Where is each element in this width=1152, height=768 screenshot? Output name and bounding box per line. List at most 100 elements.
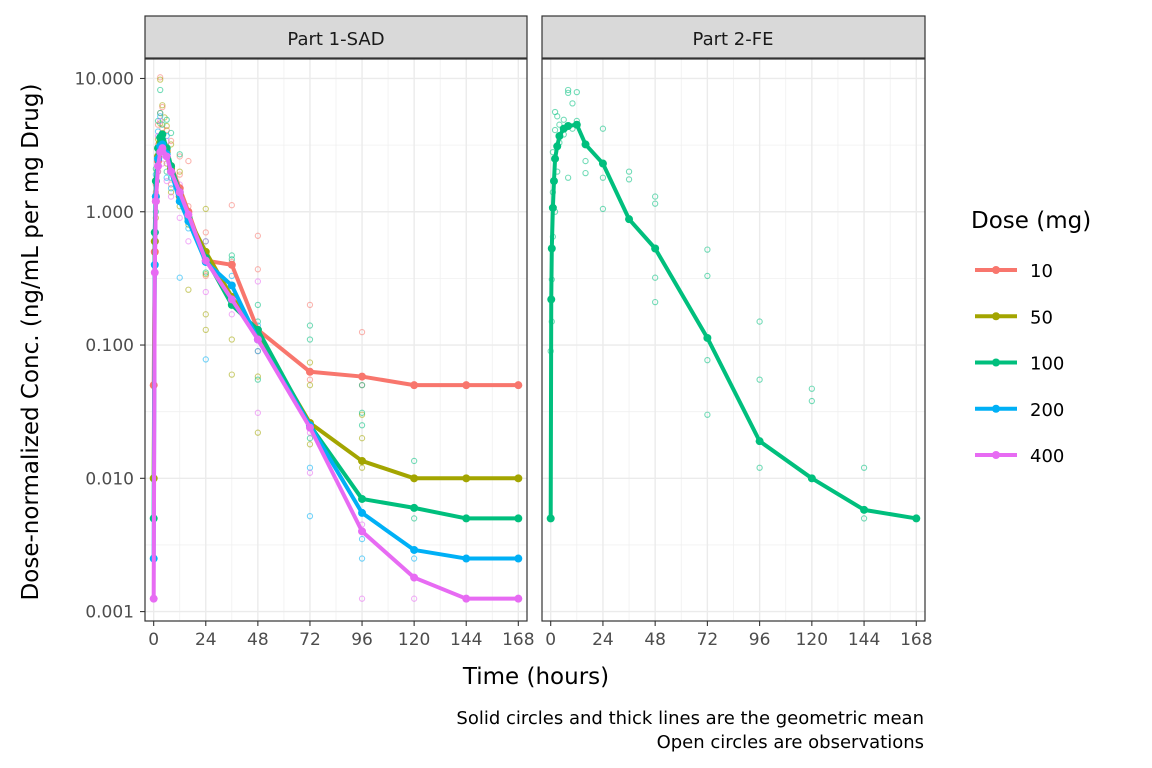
strip-background	[144, 15, 528, 59]
observation-point	[254, 429, 262, 436]
observation-point	[410, 457, 418, 465]
observation-point	[358, 435, 366, 442]
observation-point	[564, 89, 572, 97]
mean-point	[358, 508, 367, 517]
observation-point	[573, 88, 580, 96]
x-tick-label: 144	[848, 630, 880, 650]
mean-point	[462, 381, 471, 390]
y-tick-label: 0.010	[85, 469, 134, 489]
legend: Dose (mg) 10 50 100 200 400	[971, 208, 1091, 467]
observation-point	[176, 168, 183, 175]
observation-point	[228, 371, 235, 378]
x-tick-label: 120	[398, 630, 430, 650]
mean-point	[755, 437, 764, 446]
mean-point	[167, 167, 176, 176]
panel-part-2-fe: Part 2-FE 0 24 48 72 96 120 144 168	[541, 15, 933, 650]
observation-point	[202, 288, 209, 296]
observation-point	[228, 336, 235, 343]
observation-point	[306, 441, 314, 448]
mean-point	[462, 554, 471, 563]
x-tick-label: 168	[900, 630, 932, 650]
observation-point	[556, 121, 563, 128]
observation-point	[254, 301, 262, 309]
legend-label: 10	[1030, 261, 1053, 282]
mean-point	[154, 162, 163, 171]
observation-point	[652, 200, 659, 207]
x-tick-label: 72	[299, 630, 321, 650]
mean-point	[410, 503, 419, 512]
observation-point	[254, 232, 262, 239]
observation-point	[704, 357, 711, 364]
legend-label: 200	[1030, 400, 1064, 421]
observation-point	[163, 126, 170, 134]
mean-point	[410, 545, 419, 554]
mean-point	[514, 474, 523, 483]
x-tick-label: 168	[502, 630, 534, 650]
observation-point	[167, 185, 175, 192]
observation-point	[551, 126, 559, 134]
legend-items: 10 50 100 200 400	[975, 261, 1064, 467]
legend-key-point	[992, 404, 1000, 413]
observation-point	[176, 274, 183, 281]
observation-point	[202, 356, 209, 363]
observation-point	[704, 272, 711, 280]
observation-point	[254, 266, 262, 273]
observation-point	[254, 347, 262, 355]
observation-point	[652, 274, 659, 281]
mean-point	[598, 159, 607, 168]
mean-point	[253, 335, 262, 344]
observation-point	[157, 86, 164, 94]
mean-point	[149, 594, 158, 603]
x-tick-label: 144	[450, 630, 482, 650]
observation-point	[756, 376, 763, 383]
observation-point	[157, 113, 164, 120]
mean-point	[553, 142, 562, 151]
observation-point	[254, 373, 262, 380]
observation-point	[306, 382, 314, 389]
strip-background	[541, 15, 926, 59]
observation-point	[564, 86, 572, 94]
mean-point	[151, 197, 160, 206]
observation-point	[704, 411, 711, 418]
mean-lines	[546, 120, 921, 523]
mean-point	[175, 188, 184, 197]
observation-point	[228, 202, 235, 209]
mean-point	[703, 333, 712, 342]
observation-point	[167, 189, 175, 196]
x-tick-label: 48	[247, 630, 269, 650]
mean-point	[548, 203, 557, 212]
mean-point	[547, 295, 556, 304]
observation-point	[228, 311, 235, 318]
observation-point	[410, 555, 418, 562]
observation-point	[167, 129, 175, 137]
observation-point	[163, 116, 170, 123]
observation-point	[254, 409, 262, 416]
grid	[542, 59, 925, 621]
mean-point	[201, 256, 210, 265]
observation-point	[202, 205, 209, 213]
x-tick-label: 120	[796, 630, 828, 650]
caption-line-2: Open circles are observations	[657, 732, 924, 753]
legend-label: 400	[1030, 446, 1064, 467]
observation-point	[159, 102, 166, 109]
mean-point	[514, 554, 523, 563]
mean-point	[410, 573, 419, 582]
mean-point	[358, 372, 367, 381]
mean-point	[549, 177, 558, 186]
mean-point	[625, 215, 634, 224]
observation-point	[254, 278, 262, 285]
observation-point	[599, 205, 607, 213]
x-tick-label: 72	[697, 630, 719, 650]
observation-point	[652, 298, 659, 306]
mean-point	[184, 210, 193, 219]
observation-point	[185, 286, 192, 293]
observation-point	[202, 229, 209, 236]
mean-point	[581, 140, 590, 149]
x-axis-ticks: 0 24 48 72 96 120 144 168	[148, 621, 535, 650]
observation-point	[625, 168, 633, 175]
mean-point	[462, 594, 471, 603]
x-axis-title: Time (hours)	[462, 664, 609, 690]
y-tick-label: 0.100	[85, 336, 134, 356]
mean-point	[547, 244, 556, 253]
